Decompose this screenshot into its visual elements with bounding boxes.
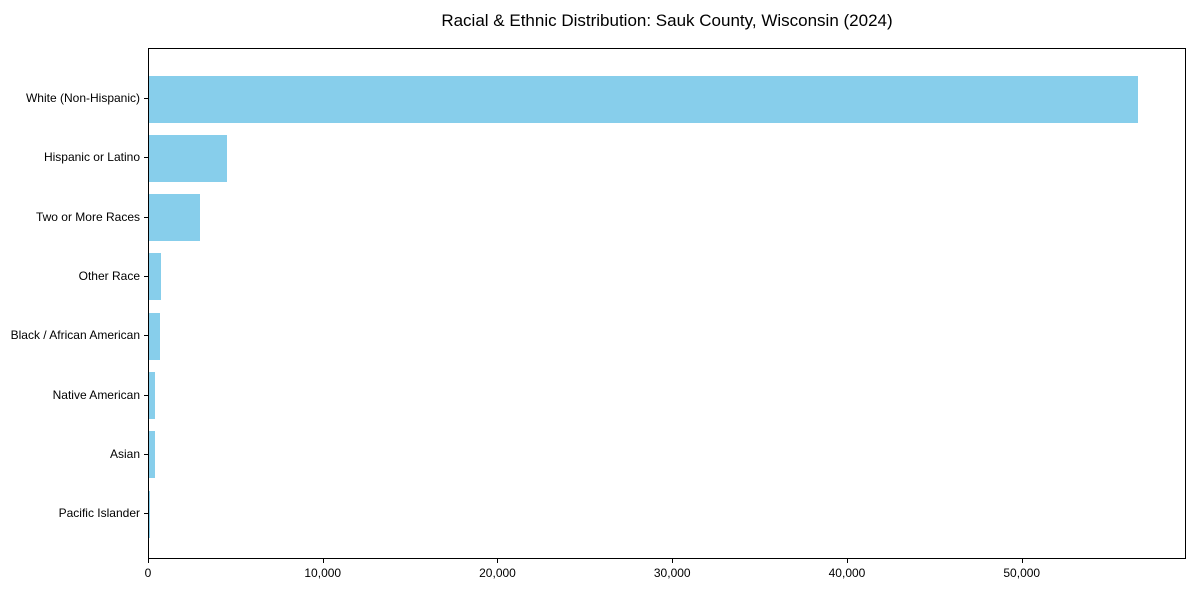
x-tick-mark: [1021, 559, 1023, 563]
x-tick-label: 30,000: [653, 566, 691, 580]
y-tick-mark: [144, 275, 148, 277]
x-tick-mark: [672, 559, 674, 563]
y-tick-label: Two or More Races: [35, 209, 140, 224]
chart-title: Racial & Ethnic Distribution: Sauk Count…: [441, 11, 893, 30]
y-tick-label: Native American: [52, 387, 140, 402]
y-tick-mark: [144, 335, 148, 337]
y-tick-label: White (Non-Hispanic): [25, 91, 140, 105]
x-tick-mark: [322, 559, 324, 563]
y-tick-label: Asian: [109, 446, 140, 461]
y-tick-label: Pacific Islander: [58, 506, 140, 521]
bar: [149, 372, 156, 419]
x-tick-mark: [497, 559, 499, 563]
y-tick-mark: [144, 216, 148, 218]
x-tick-label: 0: [144, 566, 152, 580]
bar: [149, 134, 227, 182]
y-tick-label: Other Race: [78, 268, 140, 283]
bar: [149, 253, 161, 301]
x-tick-label: 50,000: [1003, 566, 1041, 580]
plot-area: [148, 48, 1186, 559]
bar: [149, 312, 160, 360]
y-tick-label: Hispanic or Latino: [43, 150, 140, 165]
y-tick-mark: [144, 453, 148, 455]
x-tick-mark: [846, 559, 848, 563]
x-tick-label: 40,000: [828, 566, 866, 580]
bar: [149, 431, 156, 479]
x-tick-label: 20,000: [479, 566, 516, 580]
x-tick-label: 10,000: [304, 566, 342, 580]
y-tick-mark: [144, 157, 148, 159]
y-tick-mark: [144, 394, 148, 396]
bar: [149, 194, 200, 242]
y-tick-label: Black / African American: [10, 328, 140, 343]
y-tick-mark: [144, 98, 148, 99]
y-tick-mark: [144, 513, 148, 515]
x-tick-mark: [148, 559, 149, 563]
bar: [149, 75, 1139, 123]
